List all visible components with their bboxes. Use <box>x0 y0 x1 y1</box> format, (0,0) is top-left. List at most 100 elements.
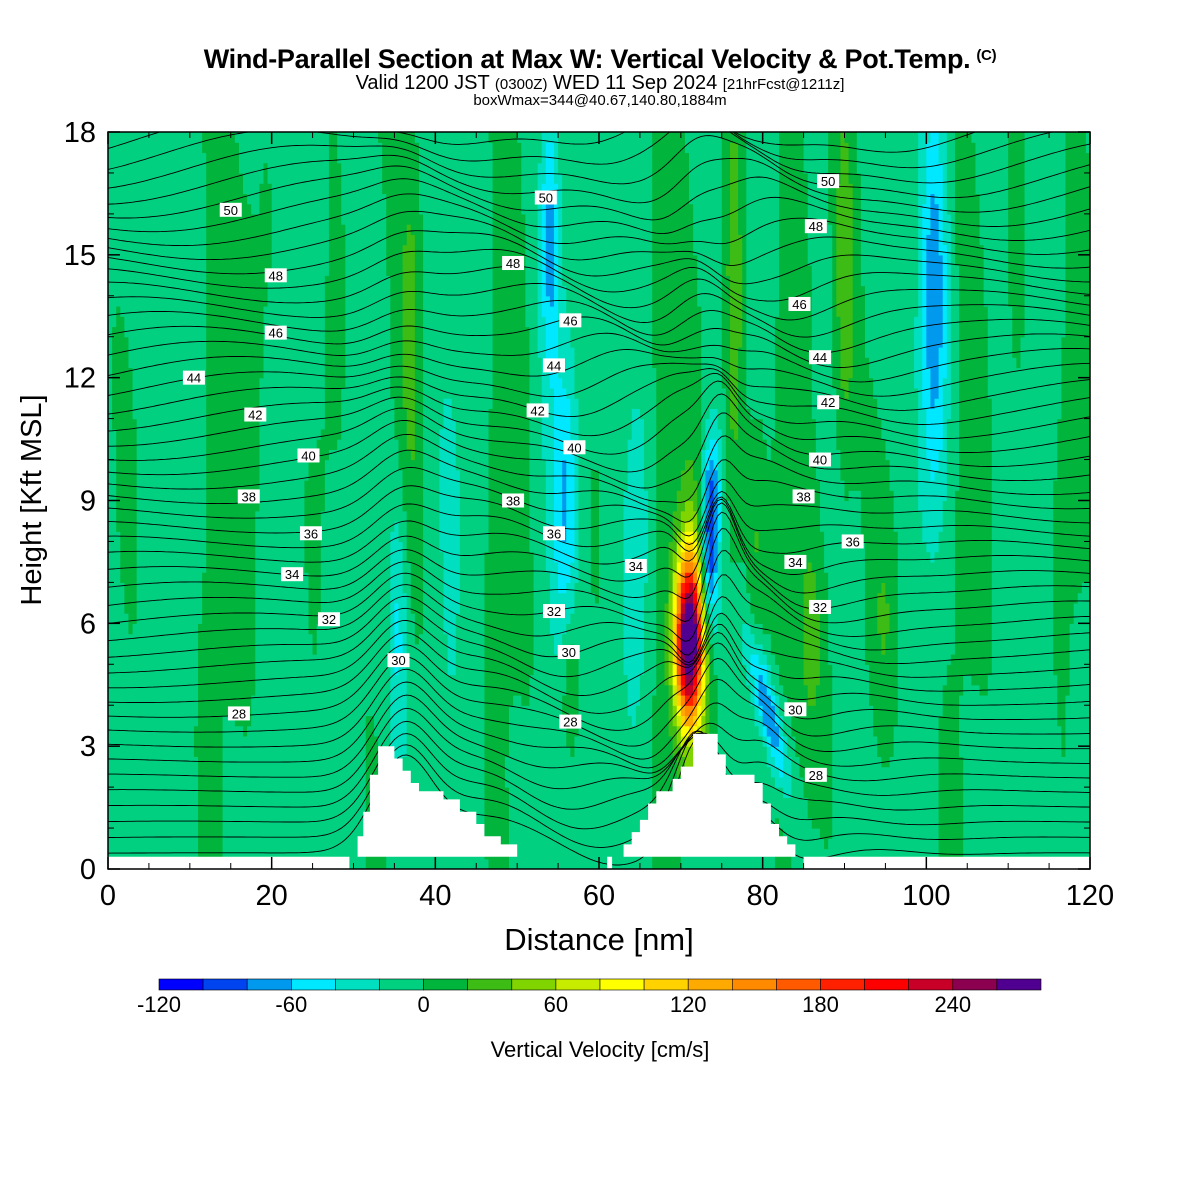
velocity-cell <box>770 746 784 758</box>
velocity-cell <box>533 633 555 645</box>
velocity-cell <box>803 592 817 604</box>
contour-label: 48 <box>502 256 525 271</box>
velocity-cell <box>259 439 318 450</box>
velocity-cell <box>889 602 899 614</box>
velocity-cell <box>116 520 138 532</box>
velocity-cell <box>668 654 674 665</box>
velocity-cell <box>709 602 723 614</box>
velocity-cell <box>705 551 711 563</box>
velocity-cell <box>271 213 330 225</box>
velocity-cell <box>537 306 543 317</box>
velocity-cell <box>954 613 993 624</box>
velocity-cell <box>128 336 207 348</box>
velocity-cell <box>815 428 837 440</box>
velocity-cell <box>525 316 539 328</box>
velocity-cell <box>599 490 625 502</box>
velocity-cell <box>693 684 698 696</box>
velocity-cell <box>991 664 1054 676</box>
velocity-cell <box>541 244 547 256</box>
velocity-cell <box>394 418 408 430</box>
velocity-cell <box>779 265 813 276</box>
velocity-cell <box>832 694 870 706</box>
velocity-cell <box>991 490 1054 502</box>
velocity-cell <box>975 183 1009 195</box>
velocity-cell <box>758 694 772 706</box>
velocity-cell <box>750 654 760 665</box>
velocity-cell <box>116 459 138 471</box>
velocity-cell <box>877 613 891 624</box>
velocity-cell <box>652 306 702 317</box>
velocity-cell <box>963 766 1090 778</box>
velocity-cell <box>484 766 506 778</box>
velocity-cell <box>811 285 833 297</box>
velocity-cell <box>492 316 526 328</box>
velocity-cell <box>108 756 199 768</box>
velocity-cell <box>492 142 522 154</box>
velocity-cell <box>729 316 743 328</box>
velocity-cell <box>423 541 441 553</box>
velocity-cell <box>959 387 989 399</box>
contour-label-text: 46 <box>269 326 283 341</box>
velocity-cell <box>1008 213 1026 225</box>
velocity-cell <box>108 152 207 164</box>
theta-contour <box>108 368 1090 425</box>
velocity-cell <box>787 735 796 747</box>
velocity-cell <box>701 561 706 573</box>
velocity-cell <box>566 725 580 737</box>
velocity-cell <box>108 787 199 798</box>
velocity-cell <box>762 418 776 430</box>
velocity-cell <box>652 858 682 869</box>
velocity-cell <box>729 254 743 266</box>
velocity-cell <box>648 531 657 543</box>
velocity-cell <box>926 449 940 461</box>
velocity-cell <box>492 193 522 205</box>
velocity-cell <box>423 377 494 389</box>
velocity-cell <box>320 613 391 624</box>
velocity-cell <box>386 213 424 225</box>
velocity-cell <box>525 275 539 287</box>
velocity-cell <box>725 480 821 491</box>
velocity-cell <box>987 346 1013 358</box>
velocity-cell <box>423 213 494 225</box>
velocity-cell <box>590 572 600 583</box>
velocity-cell <box>844 490 850 502</box>
velocity-cell <box>443 582 461 594</box>
velocity-cell <box>680 602 686 614</box>
velocity-cell <box>959 715 1058 727</box>
velocity-cell <box>402 398 416 409</box>
velocity-cell <box>979 213 1009 225</box>
velocity-cell <box>701 377 723 389</box>
velocity-cell <box>652 295 698 307</box>
velocity-cell <box>108 746 195 758</box>
velocity-cell <box>406 735 486 747</box>
velocity-cell <box>570 561 580 573</box>
velocity-cell <box>459 510 490 522</box>
y-axis-label: Height [Kft MSL] <box>16 394 48 605</box>
velocity-cell <box>803 162 829 174</box>
velocity-cell <box>836 398 878 409</box>
velocity-cell <box>717 541 723 553</box>
velocity-cell <box>750 694 756 706</box>
velocity-cell <box>108 500 117 512</box>
velocity-cell <box>926 306 944 317</box>
velocity-cell <box>766 674 772 686</box>
velocity-cell <box>644 664 657 676</box>
velocity-cell <box>864 654 899 665</box>
velocity-cell <box>819 654 829 665</box>
velocity-cell <box>705 613 711 624</box>
velocity-cell <box>717 510 723 522</box>
velocity-cell <box>746 203 780 215</box>
velocity-cell <box>742 234 747 246</box>
velocity-cell <box>840 142 850 154</box>
velocity-cell <box>832 766 940 778</box>
velocity-cell <box>656 469 682 481</box>
velocity-cell <box>680 541 686 553</box>
velocity-cell <box>521 183 539 195</box>
velocity-cell <box>222 725 244 737</box>
velocity-cell <box>729 275 743 287</box>
velocity-cell <box>558 244 563 256</box>
velocity-cell <box>824 561 866 573</box>
velocity-cell <box>402 346 416 358</box>
velocity-cell <box>570 408 580 420</box>
velocity-cell <box>267 275 326 287</box>
